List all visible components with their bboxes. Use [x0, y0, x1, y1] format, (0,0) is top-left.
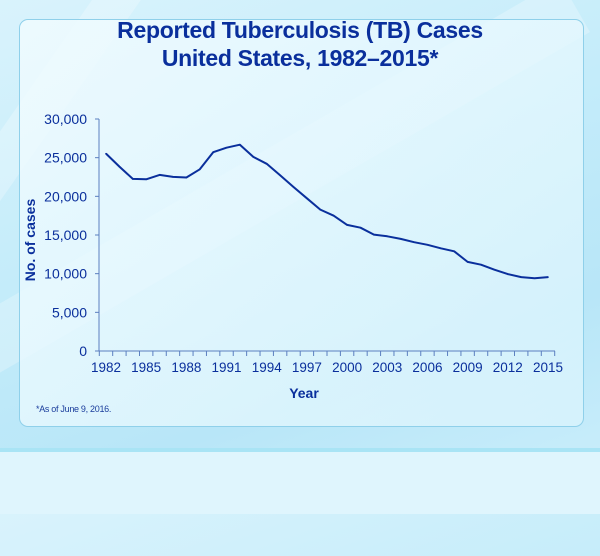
data-point — [359, 226, 362, 229]
data-point — [480, 263, 482, 266]
data-point — [118, 165, 121, 168]
x-tick-label: 1985 — [131, 360, 161, 375]
x-tick-label: 2015 — [533, 360, 563, 375]
line-chart: 0 5,000 10,000 15,000 20,000 25,000 30,000 1982… — [22, 111, 563, 401]
x-tick-label: 1991 — [212, 360, 242, 375]
data-point — [145, 178, 147, 181]
y-tick-label: 0 — [79, 343, 87, 359]
data-point — [172, 176, 174, 178]
data-point — [239, 143, 241, 146]
title-line-1: Reported Tuberculosis (TB) Cases — [117, 17, 483, 43]
y-tick-label: 15,000 — [44, 227, 87, 243]
x-tick-label: 1988 — [171, 360, 201, 375]
data-point — [158, 174, 161, 176]
data-point — [198, 168, 201, 171]
data-point — [131, 178, 134, 180]
y-tick-label: 20,000 — [44, 188, 87, 204]
data-point — [346, 224, 348, 226]
data-point — [493, 268, 496, 271]
y-tick-label: 5,000 — [52, 304, 87, 320]
data-point — [386, 235, 389, 238]
data-point — [332, 214, 335, 217]
chart-panel — [19, 19, 584, 427]
y-tick-label: 30,000 — [44, 111, 87, 127]
data-point — [185, 176, 188, 179]
data-point — [533, 277, 536, 280]
x-tick-label: 1982 — [91, 360, 121, 375]
chart-title: Reported Tuberculosis (TB) Cases United … — [0, 16, 600, 72]
data-point — [105, 152, 107, 155]
data-point — [399, 238, 402, 240]
data-point — [466, 261, 469, 263]
title-line-2: United States, 1982–2015* — [161, 45, 439, 71]
data-point — [413, 241, 415, 244]
bottom-band — [0, 448, 600, 514]
series-line-tb-cases — [105, 143, 549, 280]
y-tick-label: 10,000 — [44, 266, 87, 282]
x-tick-label: 1994 — [252, 360, 283, 375]
data-point — [507, 273, 509, 275]
x-tick-label: 2012 — [493, 360, 523, 375]
x-tick-label: 2000 — [332, 360, 362, 375]
data-point — [225, 146, 228, 149]
data-point — [440, 247, 442, 250]
data-point — [292, 186, 295, 188]
y-tick-label: 25,000 — [44, 150, 87, 166]
x-axis-label: Year — [289, 385, 319, 401]
data-point — [319, 208, 322, 211]
x-tick-label: 1997 — [292, 360, 322, 375]
footnote: *As of June 9, 2016. — [36, 404, 112, 414]
data-point — [453, 250, 456, 253]
x-tick-label: 2003 — [372, 360, 402, 375]
data-point — [252, 156, 255, 158]
data-point — [279, 174, 281, 177]
y-axis-label: No. of cases — [22, 199, 38, 282]
x-tick-label: 2009 — [453, 360, 483, 375]
data-point — [265, 163, 268, 165]
data-point — [426, 244, 429, 246]
data-point — [520, 276, 523, 278]
data-point — [306, 197, 308, 200]
x-tick-label: 2006 — [412, 360, 442, 375]
data-point — [212, 151, 214, 154]
data-point — [373, 233, 375, 236]
data-point — [547, 276, 549, 278]
